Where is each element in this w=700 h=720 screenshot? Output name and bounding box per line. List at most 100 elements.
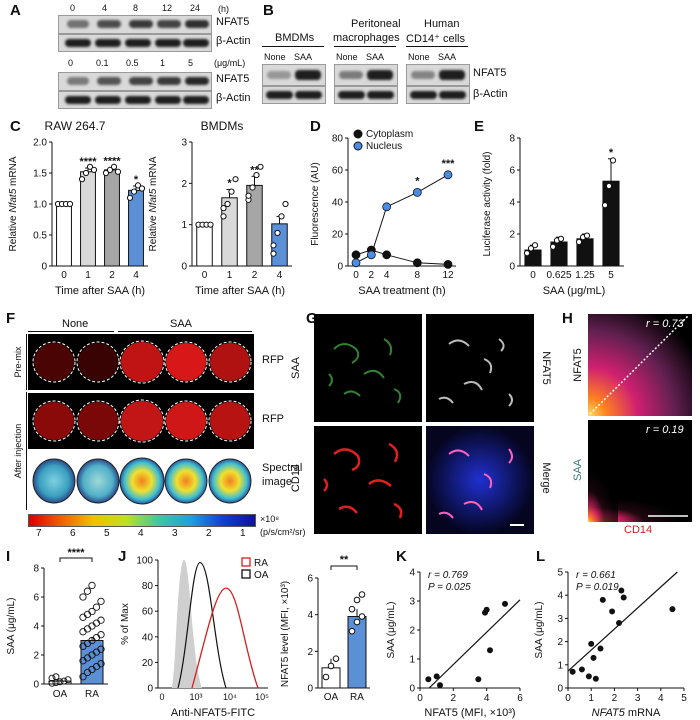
j1-series-ra (191, 587, 259, 689)
l-xtick-label: 2 (612, 693, 618, 704)
c1-dot (138, 185, 146, 192)
d-legend-marker (353, 141, 363, 151)
j2-ytick-label: 0 (307, 684, 313, 695)
j2-ytick-label: 6 (307, 574, 313, 585)
d-point (382, 202, 392, 212)
h-y-bottom: SAA (572, 458, 584, 482)
g-label-cd14: CD14 (290, 463, 302, 493)
c2-xtick-label: 0 (202, 270, 208, 281)
panel-l-label: L (536, 548, 546, 565)
l-point (620, 594, 627, 601)
d-ylabel: Fluorescence (AU) (310, 162, 321, 245)
i-dot (79, 613, 87, 621)
e-ytick-label: 4 (509, 198, 515, 209)
j1-legend-marker (241, 557, 251, 567)
k-point (433, 673, 440, 680)
d-ytick-label: 80 (332, 134, 344, 145)
k-xtick-label: 2 (451, 693, 457, 704)
panel-b-group-3-l1: Human (424, 18, 460, 30)
k-p-text: P = 0.025 (428, 582, 471, 593)
c2-dot (257, 163, 264, 170)
row2-charts: RAW 264.700.51.01.52.00 1****2****4*Relat… (8, 119, 624, 297)
a-time-tick: 4 (102, 3, 108, 13)
e-xtick-label: 1.25 (575, 270, 595, 281)
blot-b1-nfat5 (262, 64, 326, 86)
j2-dot (327, 662, 335, 670)
blot-b2-actin (334, 86, 398, 104)
i-ytick-label: 0 (33, 680, 39, 691)
panel-g-label: G (306, 310, 318, 327)
d-xtick-label: 0 (353, 270, 359, 281)
l-point (590, 654, 597, 661)
i-ytick-label: 4 (33, 622, 39, 633)
k-ytick-label: 0 (409, 684, 415, 695)
e-sig: * (609, 147, 614, 159)
i-dot (88, 607, 96, 616)
h-r-bottom: r = 0.19 (646, 424, 684, 436)
c2-dot (220, 205, 227, 212)
l-regression-line (567, 571, 678, 672)
i-dot (48, 679, 56, 687)
k-ylabel: SAA (μg/mL) (386, 602, 397, 659)
panel-a-time-unit: (h) (218, 4, 229, 14)
l-xtick-label: 5 (681, 693, 687, 704)
l-point (592, 675, 599, 682)
k-point (483, 606, 490, 613)
j1-legend-label: OA (254, 570, 269, 581)
i-dot (64, 676, 72, 684)
j2-dot (332, 655, 340, 662)
c2-dot (282, 200, 289, 208)
b-none-2: None (336, 52, 358, 62)
panel-a-label: A (10, 2, 21, 19)
i-dot (97, 597, 105, 605)
d-point (382, 250, 392, 260)
j1-xtick-label: 0 (159, 692, 164, 702)
d-point (443, 259, 453, 269)
l-ytick-label: 4 (557, 591, 563, 602)
f-spectral-image (28, 452, 254, 510)
f-col-none: None (62, 318, 89, 330)
panel-f-label: F (6, 310, 16, 327)
l-xtick-label: 1 (588, 693, 594, 704)
d-ytick-label: 0 (337, 262, 343, 273)
j2-ylabel: NFAT5 level (MFI, ×10³) (280, 581, 291, 687)
i-ytick-label: 8 (33, 564, 39, 575)
b-none-3: None (408, 52, 430, 62)
c1-bar (104, 169, 120, 267)
c1-dot (114, 168, 122, 175)
d-sig: *** (442, 158, 456, 170)
l-point (599, 596, 606, 603)
d-point (412, 258, 422, 268)
d-ytick-label: 60 (332, 166, 344, 177)
c2-ytick-label: 0 (181, 262, 187, 273)
j2-dot (353, 596, 361, 604)
c2-dot (224, 200, 231, 208)
e-dot (531, 242, 539, 249)
i-bar (80, 640, 104, 685)
i-dot (88, 581, 96, 590)
l-ytick-label: 5 (557, 568, 563, 579)
j1-ytick-label: 100 (136, 556, 153, 567)
b-saa-2: SAA (366, 52, 385, 62)
blot-a-time-actin (58, 34, 212, 52)
f-scale-tick: 1 (240, 528, 246, 539)
f-row-after: After injection (13, 423, 23, 479)
f-scale-unit2: (p/s/cm²/sr) (260, 527, 306, 537)
d-ytick-label: 40 (332, 198, 344, 209)
f-scale-tick: 4 (138, 528, 144, 539)
d-ytick-label: 20 (332, 230, 344, 241)
j2-dot (358, 591, 366, 598)
f-row-premix: Pre-mix (13, 346, 23, 378)
j2-ytick-label: 4 (307, 610, 313, 621)
c2-dot (228, 188, 235, 195)
f-scale-tick: 5 (104, 528, 110, 539)
blot-b3-nfat5 (406, 64, 470, 86)
j2-dot (353, 618, 361, 626)
i-ytick-label: 6 (33, 593, 39, 604)
i-dot (83, 587, 92, 595)
c1-sig: **** (79, 156, 97, 168)
b-saa-3: SAA (438, 52, 457, 62)
c2-sig: ** (250, 164, 259, 176)
e-dot (605, 182, 613, 190)
c1-dot (126, 194, 134, 201)
